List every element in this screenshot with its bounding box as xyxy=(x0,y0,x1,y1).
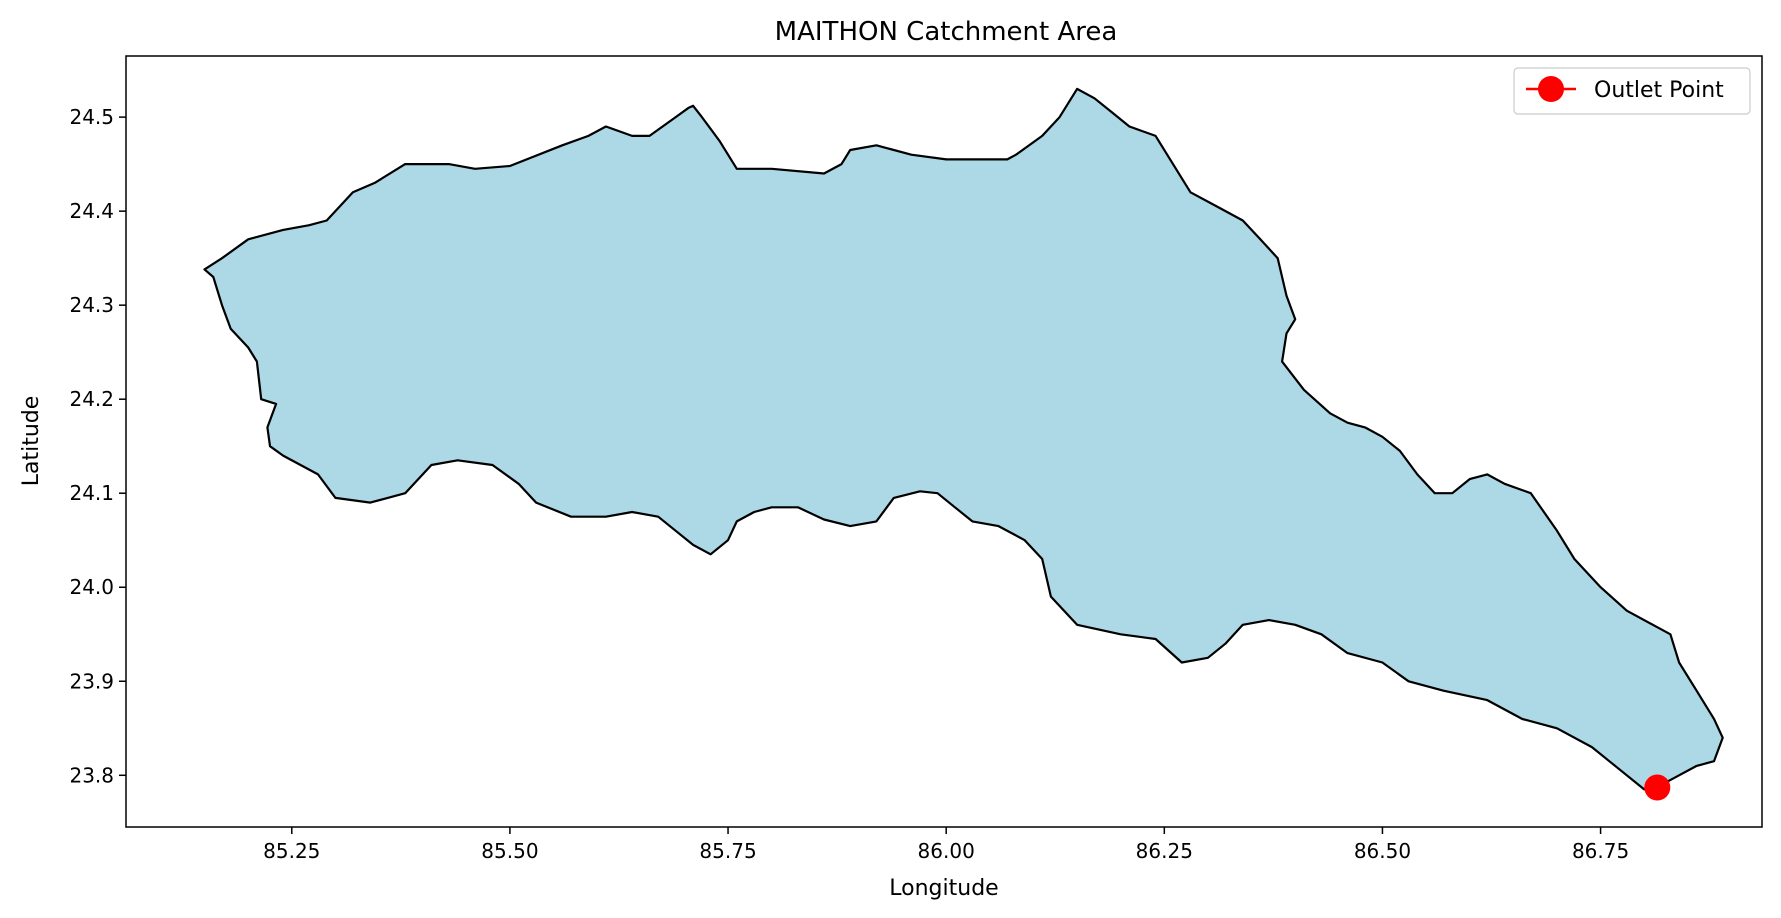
y-tick-label: 24.2 xyxy=(69,387,114,411)
x-tick-label: 86.00 xyxy=(918,839,975,863)
y-tick-label: 24.3 xyxy=(69,293,114,317)
x-tick-label: 86.25 xyxy=(1136,839,1193,863)
x-tick-label: 85.25 xyxy=(263,839,320,863)
y-tick-label: 24.1 xyxy=(69,481,114,505)
legend-marker-swatch xyxy=(1538,76,1564,102)
legend-box xyxy=(1513,67,1751,115)
outlet-point-marker xyxy=(1644,774,1671,801)
x-tick-label: 86.75 xyxy=(1572,839,1629,863)
x-tick-label: 85.50 xyxy=(481,839,538,863)
y-axis-ticks: 23.8 23.9 24.0 24.1 24.2 24.3 24.4 24.5 xyxy=(69,105,126,787)
legend-entry-outlet-point: Outlet Point xyxy=(1594,78,1724,103)
legend: Outlet Point xyxy=(1513,67,1751,115)
chart-title: MAITHON Catchment Area xyxy=(775,17,1118,47)
catchment-area-polygon xyxy=(203,87,1724,791)
x-tick-label: 86.50 xyxy=(1354,839,1411,863)
y-axis-label: Latitude xyxy=(19,396,44,487)
plot-area xyxy=(203,87,1724,801)
y-tick-label: 24.4 xyxy=(69,199,114,223)
axes-frame xyxy=(125,55,1763,828)
y-tick-label: 23.9 xyxy=(69,669,114,693)
x-tick-label: 85.75 xyxy=(699,839,756,863)
x-axis-label: Longitude xyxy=(889,876,998,901)
y-tick-label: 23.8 xyxy=(69,763,114,787)
y-tick-label: 24.5 xyxy=(69,105,114,129)
x-axis-ticks: 85.25 85.50 85.75 86.00 86.25 86.50 86.75 xyxy=(263,827,1629,863)
y-tick-label: 24.0 xyxy=(69,575,114,599)
